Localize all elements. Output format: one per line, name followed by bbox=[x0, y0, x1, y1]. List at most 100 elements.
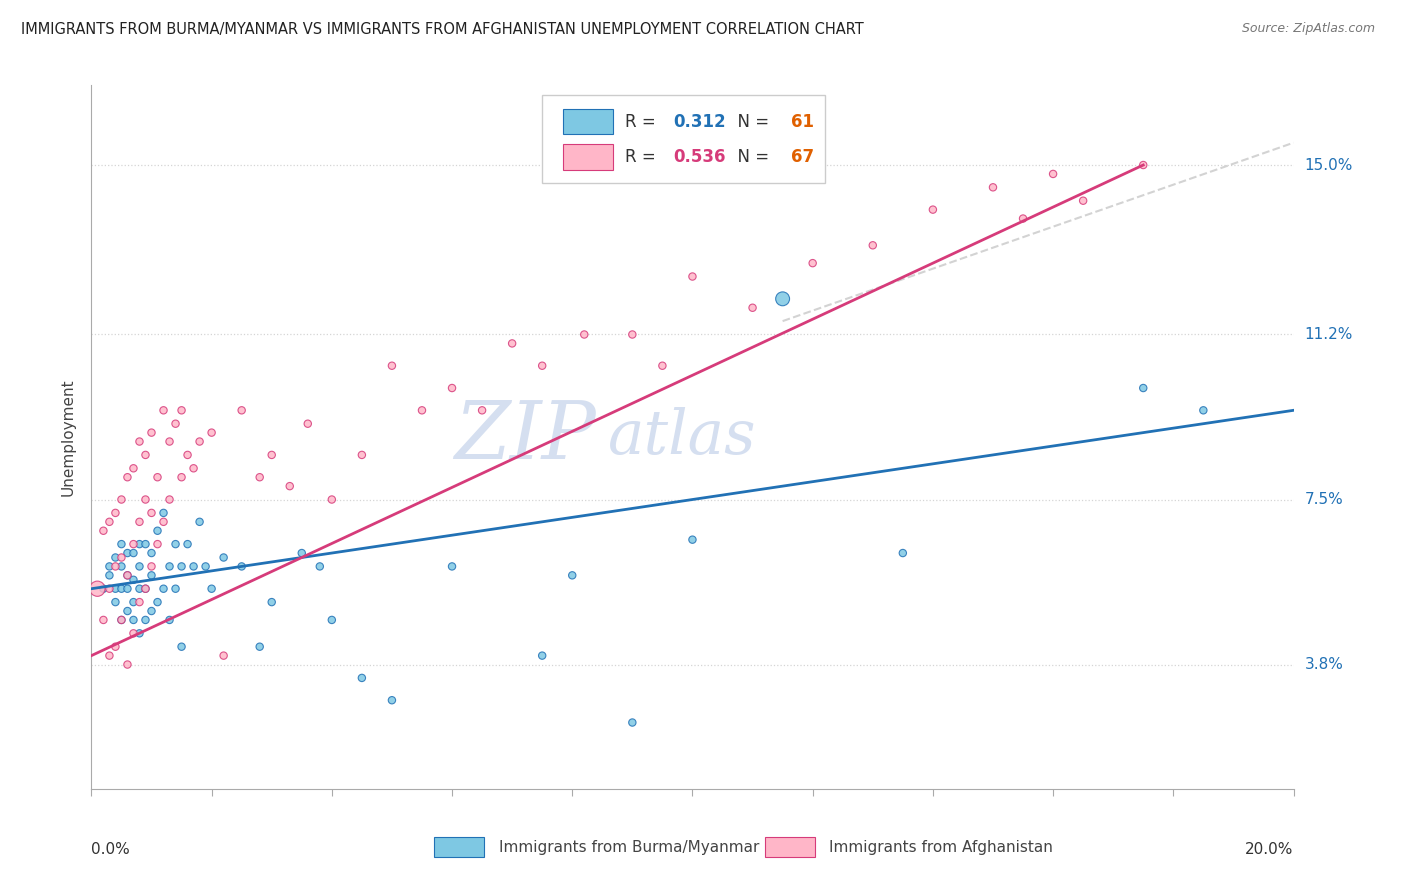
FancyBboxPatch shape bbox=[434, 838, 485, 857]
Point bbox=[201, 582, 224, 596]
Point bbox=[141, 604, 163, 618]
Point bbox=[159, 434, 181, 449]
Point bbox=[117, 657, 139, 672]
Point bbox=[260, 595, 283, 609]
Point bbox=[98, 559, 121, 574]
Point bbox=[297, 417, 319, 431]
Point bbox=[128, 515, 150, 529]
Text: R =: R = bbox=[626, 112, 661, 130]
Point bbox=[141, 506, 163, 520]
Point bbox=[862, 238, 884, 252]
Point bbox=[471, 403, 494, 417]
Point bbox=[122, 573, 145, 587]
Point bbox=[681, 269, 703, 284]
FancyBboxPatch shape bbox=[765, 838, 815, 857]
Point bbox=[128, 434, 150, 449]
Text: ZIP: ZIP bbox=[454, 399, 596, 475]
Point bbox=[212, 648, 235, 663]
Point bbox=[122, 595, 145, 609]
Point bbox=[152, 582, 174, 596]
Point bbox=[350, 448, 373, 462]
Text: R =: R = bbox=[626, 148, 661, 166]
Point bbox=[117, 582, 139, 596]
Point bbox=[772, 292, 794, 306]
Point bbox=[249, 640, 271, 654]
Text: 67: 67 bbox=[792, 148, 814, 166]
Text: Source: ZipAtlas.com: Source: ZipAtlas.com bbox=[1241, 22, 1375, 36]
Text: Immigrants from Burma/Myanmar: Immigrants from Burma/Myanmar bbox=[499, 839, 759, 855]
Point bbox=[1132, 158, 1154, 172]
Point bbox=[104, 550, 127, 565]
Point bbox=[681, 533, 703, 547]
Text: Immigrants from Afghanistan: Immigrants from Afghanistan bbox=[830, 839, 1053, 855]
Text: N =: N = bbox=[727, 112, 775, 130]
Point bbox=[531, 359, 554, 373]
Point bbox=[152, 506, 174, 520]
Point bbox=[278, 479, 301, 493]
Point bbox=[110, 582, 132, 596]
Point bbox=[122, 537, 145, 551]
Point bbox=[104, 506, 127, 520]
Point bbox=[621, 715, 644, 730]
Point bbox=[134, 448, 156, 462]
Point bbox=[231, 403, 253, 417]
Point bbox=[1192, 403, 1215, 417]
Point bbox=[141, 559, 163, 574]
Text: 61: 61 bbox=[792, 112, 814, 130]
Point bbox=[291, 546, 314, 560]
Point bbox=[531, 648, 554, 663]
Point bbox=[152, 515, 174, 529]
Point bbox=[170, 470, 193, 484]
Point bbox=[146, 595, 169, 609]
Point bbox=[1132, 381, 1154, 395]
Point bbox=[98, 648, 121, 663]
Point bbox=[183, 461, 205, 475]
Point bbox=[122, 546, 145, 560]
Text: 20.0%: 20.0% bbox=[1246, 842, 1294, 857]
Point bbox=[183, 559, 205, 574]
Point bbox=[188, 434, 211, 449]
Point bbox=[1042, 167, 1064, 181]
Point bbox=[104, 559, 127, 574]
Point bbox=[146, 537, 169, 551]
Point bbox=[1071, 194, 1094, 208]
Point bbox=[621, 327, 644, 342]
Point bbox=[110, 550, 132, 565]
Point bbox=[194, 559, 217, 574]
Point bbox=[134, 582, 156, 596]
Point bbox=[321, 613, 343, 627]
Point bbox=[117, 568, 139, 582]
Text: 0.312: 0.312 bbox=[673, 112, 725, 130]
Point bbox=[801, 256, 824, 270]
Point bbox=[128, 537, 150, 551]
Point bbox=[98, 568, 121, 582]
Point bbox=[110, 537, 132, 551]
Point bbox=[134, 582, 156, 596]
FancyBboxPatch shape bbox=[562, 145, 613, 170]
FancyBboxPatch shape bbox=[543, 95, 825, 184]
Point bbox=[651, 359, 673, 373]
Point bbox=[110, 559, 132, 574]
Point bbox=[170, 559, 193, 574]
Y-axis label: Unemployment: Unemployment bbox=[60, 378, 76, 496]
Point bbox=[146, 470, 169, 484]
Text: IMMIGRANTS FROM BURMA/MYANMAR VS IMMIGRANTS FROM AFGHANISTAN UNEMPLOYMENT CORREL: IMMIGRANTS FROM BURMA/MYANMAR VS IMMIGRA… bbox=[21, 22, 863, 37]
Point bbox=[104, 640, 127, 654]
Point bbox=[922, 202, 945, 217]
Text: 7.5%: 7.5% bbox=[1305, 492, 1343, 507]
Point bbox=[122, 626, 145, 640]
Point bbox=[170, 640, 193, 654]
Text: 15.0%: 15.0% bbox=[1305, 158, 1353, 172]
Point bbox=[104, 595, 127, 609]
Text: 11.2%: 11.2% bbox=[1305, 327, 1353, 342]
Point bbox=[176, 537, 198, 551]
Point bbox=[134, 492, 156, 507]
Text: 3.8%: 3.8% bbox=[1305, 657, 1344, 672]
Point bbox=[159, 492, 181, 507]
Point bbox=[574, 327, 596, 342]
Point bbox=[381, 693, 404, 707]
Point bbox=[141, 568, 163, 582]
Point bbox=[159, 613, 181, 627]
Point bbox=[98, 582, 121, 596]
Point bbox=[93, 613, 115, 627]
